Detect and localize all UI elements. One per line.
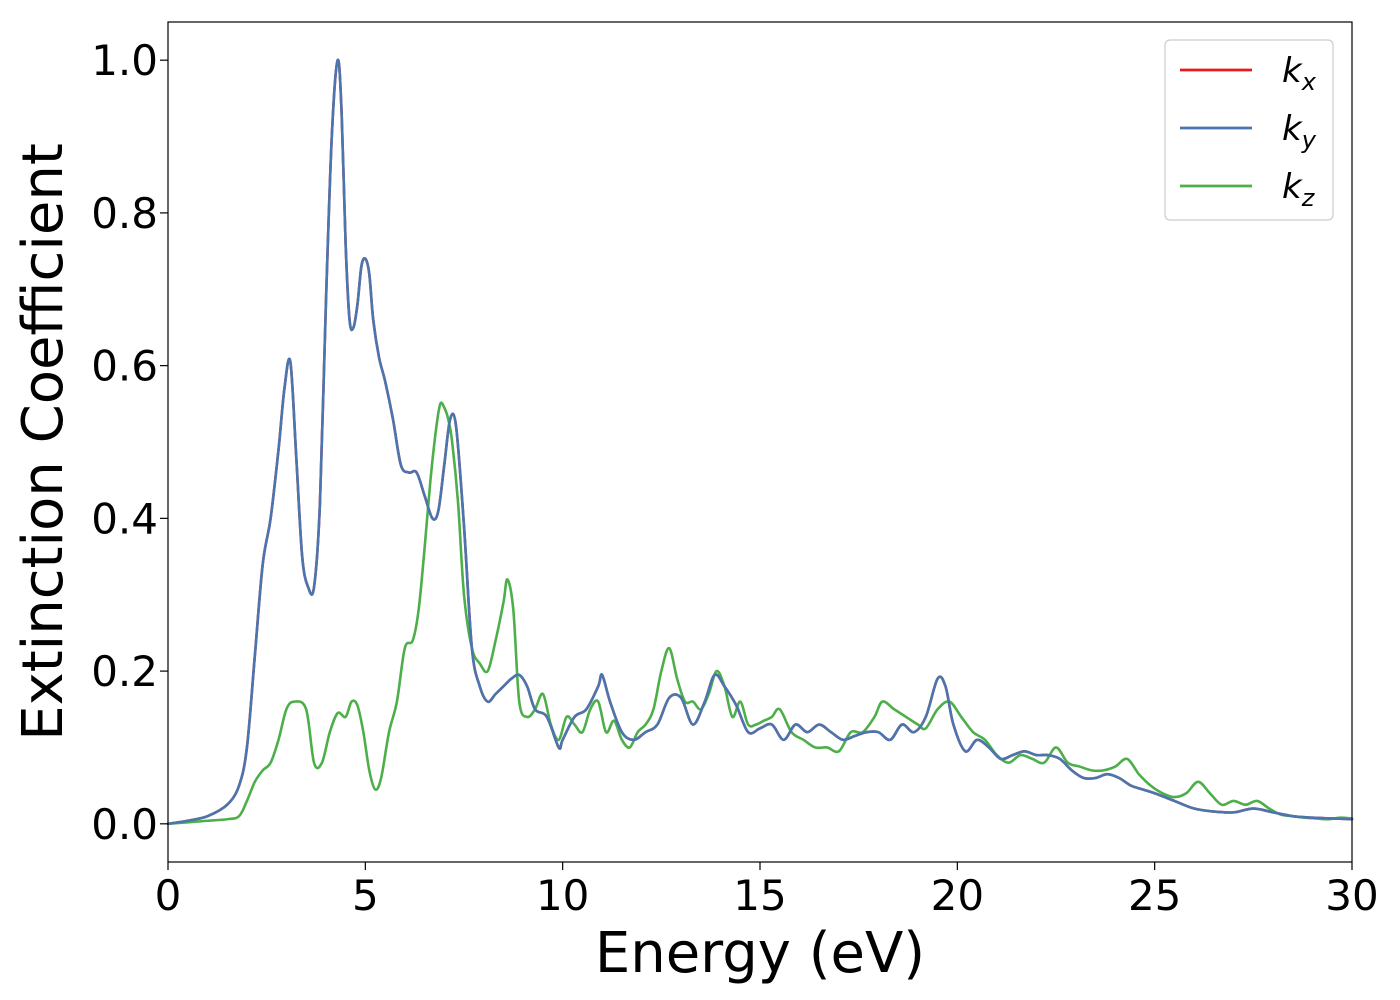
y-axis-label: Extinction Coefficient — [11, 143, 76, 741]
x-tick-label: 30 — [1325, 871, 1378, 920]
y-tick-label: 1.0 — [91, 36, 158, 85]
series-line-ky — [166, 58, 1354, 826]
legend-label-kx: kx — [1282, 51, 1317, 96]
y-tick-label: 0.6 — [91, 342, 158, 391]
legend: kx ky kz — [1164, 39, 1334, 221]
y-tick-label: 0.8 — [91, 189, 158, 238]
y-axis: 0.0 0.2 0.4 0.6 0.8 1.0 — [91, 36, 168, 849]
x-tick-label: 5 — [352, 871, 379, 920]
legend-label-kz: kz — [1282, 167, 1316, 212]
x-tick-label: 25 — [1128, 871, 1181, 920]
series-layer — [166, 58, 1354, 826]
y-tick-label: 0.0 — [91, 800, 158, 849]
x-tick-label: 20 — [931, 871, 984, 920]
x-axis-label: Energy (eV) — [595, 921, 925, 986]
x-tick-label: 0 — [155, 871, 182, 920]
x-tick-label: 15 — [733, 871, 786, 920]
series-line-kz — [166, 401, 1354, 826]
legend-label-ky: ky — [1282, 109, 1317, 154]
legend-box — [1164, 39, 1334, 221]
y-tick-label: 0.2 — [91, 647, 158, 696]
x-tick-label: 10 — [536, 871, 589, 920]
x-axis: 0 5 10 15 20 25 30 — [155, 862, 1379, 920]
y-tick-label: 0.4 — [91, 494, 158, 543]
